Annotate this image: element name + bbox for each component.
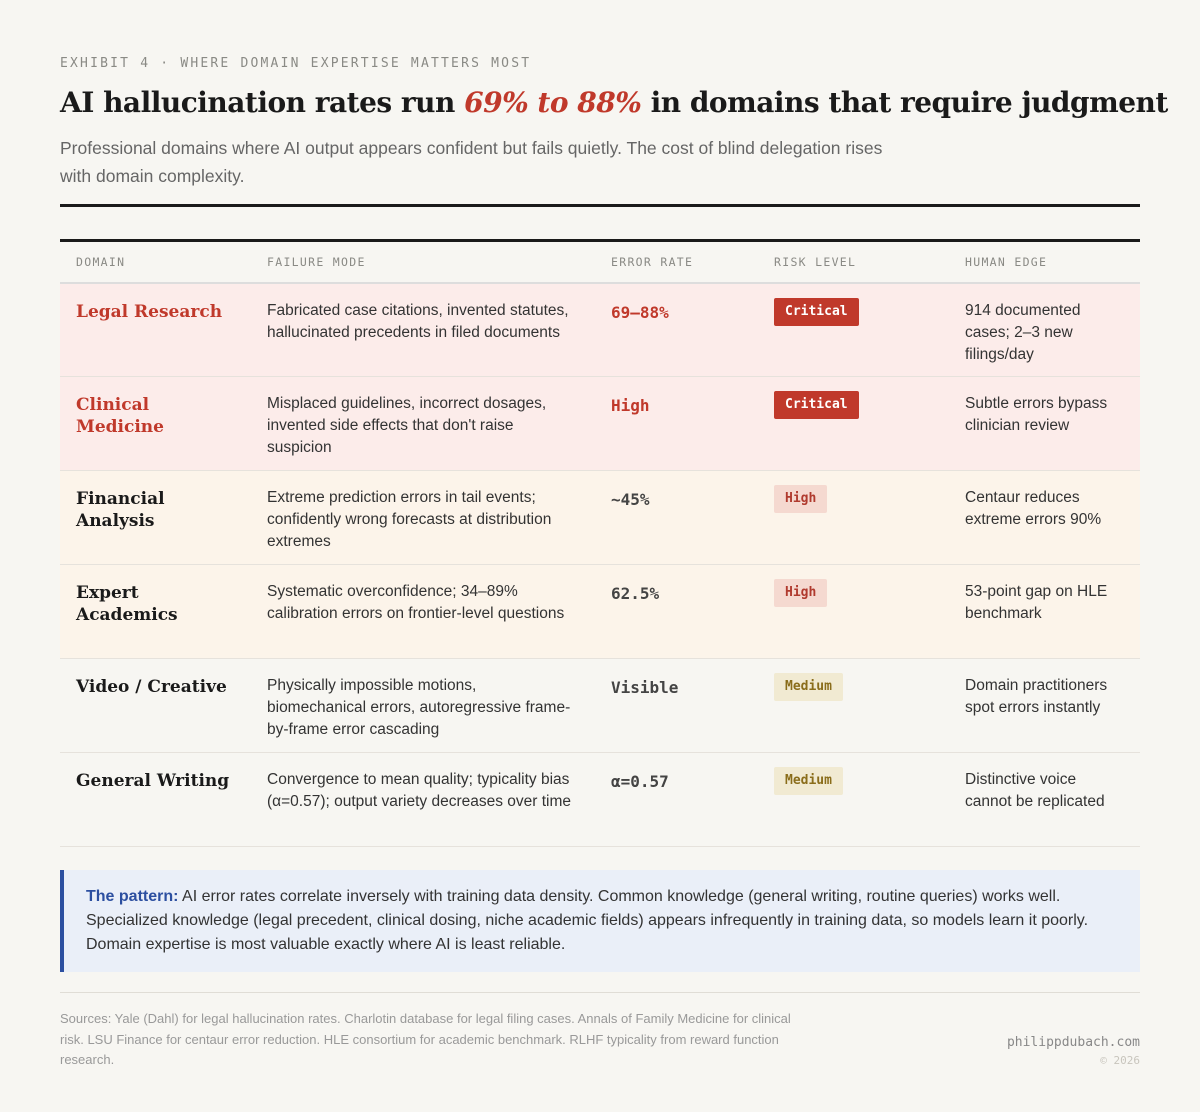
risk-badge: High (774, 579, 828, 607)
table-row: Video / Creative Physically impossible m… (60, 658, 1140, 753)
failure-mode: Misplaced guidelines, incorrect dosages,… (251, 376, 595, 471)
domain-name: Legal Research (60, 282, 251, 377)
risk-badge: Medium (774, 767, 843, 795)
callout-label: The pattern: (86, 888, 179, 905)
error-rate: α=0.57 (595, 752, 758, 847)
human-edge: Centaur reduces extreme errors 90% (949, 470, 1140, 565)
failure-mode: Fabricated case citations, invented stat… (251, 282, 595, 377)
footer-divider (60, 992, 1140, 993)
risk-badge: Critical (774, 391, 859, 419)
header-risk-level: RISK LEVEL (758, 240, 949, 284)
domain-name: Clinical Medicine (60, 376, 251, 471)
error-rate: 62.5% (595, 564, 758, 659)
sources: Sources: Yale (Dahl) for legal hallucina… (60, 1011, 791, 1067)
human-edge: Subtle errors bypass clinician review (949, 376, 1140, 471)
subtitle: Professional domains where AI output app… (60, 138, 883, 186)
failure-mode: Systematic overconfidence; 34–89% calibr… (251, 564, 595, 659)
human-edge: 53-point gap on HLE benchmark (949, 564, 1140, 659)
table-row: Financial Analysis Extreme prediction er… (60, 470, 1140, 565)
site-link[interactable]: philippdubach.com (1006, 1035, 1140, 1050)
divider (60, 204, 1140, 207)
risk-cell: Critical (758, 376, 949, 471)
table-row: Legal Research Fabricated case citations… (60, 282, 1140, 377)
human-edge: Distinctive voice cannot be replicated (949, 752, 1140, 847)
human-edge: 914 documented cases; 2–3 new filings/da… (949, 282, 1140, 377)
page-title: AI hallucination rates run 69% to 88% in… (60, 86, 1168, 119)
failure-mode: Extreme prediction errors in tail events… (251, 470, 595, 565)
domain-table: DOMAIN FAILURE MODE ERROR RATE RISK LEVE… (60, 239, 1140, 847)
table-row: Clinical Medicine Misplaced guidelines, … (60, 376, 1140, 471)
header-error-rate: ERROR RATE (595, 240, 758, 284)
risk-badge: Critical (774, 297, 859, 326)
error-rate: High (595, 376, 758, 471)
risk-cell: Critical (758, 282, 949, 377)
risk-cell: High (758, 470, 949, 565)
copyright: © 2026 (1100, 1054, 1140, 1067)
risk-cell: High (758, 564, 949, 659)
error-rate: Visible (595, 658, 758, 753)
pattern-callout: The pattern: AI error rates correlate in… (60, 870, 1140, 972)
domain-name: Financial Analysis (60, 470, 251, 565)
risk-badge: Medium (774, 673, 843, 701)
failure-mode: Convergence to mean quality; typicality … (251, 752, 595, 847)
domain-name: Video / Creative (60, 658, 251, 753)
header-domain: DOMAIN (60, 240, 251, 284)
callout-text: AI error rates correlate inversely with … (86, 888, 1089, 953)
table-header: DOMAIN FAILURE MODE ERROR RATE RISK LEVE… (60, 240, 1140, 284)
error-rate: ~45% (595, 470, 758, 565)
error-rate: 69–88% (595, 282, 758, 377)
table-row: General Writing Convergence to mean qual… (60, 752, 1140, 847)
risk-cell: Medium (758, 752, 949, 847)
risk-cell: Medium (758, 658, 949, 753)
domain-name: General Writing (60, 752, 251, 847)
header-human-edge: HUMAN EDGE (949, 240, 1140, 284)
human-edge: Domain practitioners spot errors instant… (949, 658, 1140, 753)
title-highlight: 69% to 88% (464, 86, 642, 119)
failure-mode: Physically impossible motions, biomechan… (251, 658, 595, 753)
risk-badge: High (774, 485, 828, 513)
header-failure-mode: FAILURE MODE (251, 240, 595, 284)
exhibit-label: EXHIBIT 4 · WHERE DOMAIN EXPERTISE MATTE… (60, 56, 532, 71)
table-row: Expert Academics Systematic overconfiden… (60, 564, 1140, 659)
domain-name: Expert Academics (60, 564, 251, 659)
